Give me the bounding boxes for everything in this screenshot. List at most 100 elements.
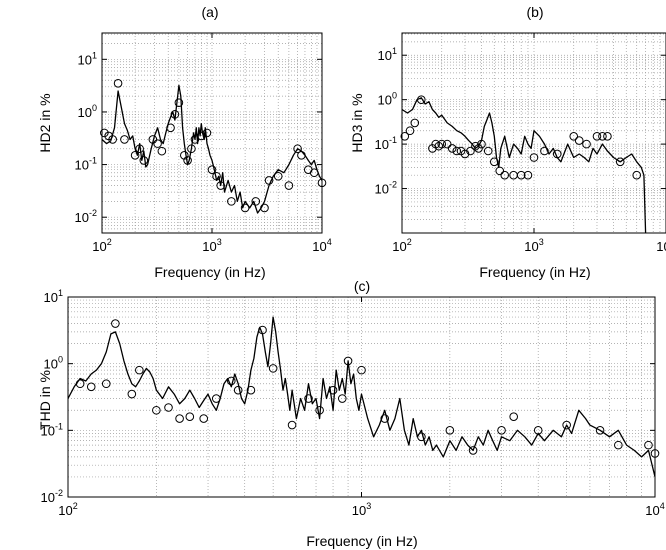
data-point-marker [343, 356, 353, 366]
data-point-marker [434, 141, 444, 151]
y-tick-label: 100 [44, 355, 63, 372]
data-point-marker [187, 144, 196, 154]
data-point-marker [227, 197, 236, 206]
data-point-marker [452, 146, 462, 156]
data-point-marker [603, 131, 612, 141]
data-point-marker [127, 389, 137, 399]
data-point-marker [170, 110, 180, 119]
data-point-marker [240, 203, 250, 213]
data-point-marker [509, 412, 518, 422]
data-point-marker [152, 405, 161, 415]
data-point-marker [111, 319, 120, 328]
data-point-marker [268, 364, 278, 373]
data-point-marker [523, 170, 533, 180]
data-point-marker [489, 157, 499, 167]
data-point-marker [284, 181, 294, 190]
panel-b-label: (b) [526, 4, 543, 20]
data-point-marker [529, 153, 539, 162]
data-point-marker [437, 139, 447, 149]
y-tick-label: 100 [378, 91, 397, 108]
y-tick-label: 100 [78, 103, 97, 120]
data-point-marker [614, 440, 623, 450]
panel-a-series-line [102, 84, 322, 214]
panel-a-ylabel: HD2 in % [37, 93, 53, 152]
data-point-marker [135, 365, 144, 375]
panel-b-series-line [402, 97, 647, 233]
data-point-marker [293, 144, 302, 154]
data-point-marker [304, 394, 313, 403]
data-point-marker [199, 414, 209, 423]
data-point-marker [309, 168, 319, 178]
data-point-marker [113, 79, 123, 88]
data-point-marker [157, 146, 167, 156]
data-point-marker [328, 385, 338, 395]
data-point-marker [500, 170, 510, 180]
data-point-marker [497, 426, 506, 435]
panel-c: (c) Frequency (in Hz) THD in % 102 103 104… [37, 278, 665, 549]
data-point-marker [120, 135, 129, 144]
panel-b-series-circles [400, 95, 642, 180]
data-point-marker [410, 118, 420, 128]
data-point-marker [166, 123, 175, 133]
data-point-marker [445, 426, 455, 435]
data-point-marker [574, 136, 584, 145]
data-point-marker [264, 176, 274, 185]
data-point-marker [226, 376, 236, 386]
data-point-marker [516, 170, 526, 180]
data-point-marker [483, 146, 493, 156]
data-point-marker [400, 131, 410, 141]
data-point-marker [130, 151, 140, 160]
x-tick-label: 104 [312, 237, 331, 254]
data-point-marker [251, 197, 261, 206]
data-point-marker [216, 181, 226, 190]
y-tick-label: 10-2 [375, 180, 397, 197]
data-point-marker [466, 146, 475, 156]
data-point-marker [207, 165, 217, 174]
data-point-marker [592, 131, 602, 141]
y-tick-label: 10-2 [75, 208, 97, 225]
panel-c-ylabel: THD in % [37, 370, 53, 430]
panel-a-label: (a) [201, 4, 218, 20]
data-point-marker [442, 139, 452, 149]
x-tick-label: 102 [58, 501, 77, 518]
data-point-marker [211, 394, 221, 403]
data-point-marker [598, 131, 607, 141]
y-tick-label: 101 [78, 50, 97, 67]
data-point-marker [495, 166, 505, 176]
x-tick-label: 102 [392, 237, 411, 254]
panel-a-grid [102, 33, 322, 233]
data-point-marker [260, 203, 269, 213]
data-point-marker [135, 144, 144, 154]
data-point-marker [417, 432, 426, 442]
data-point-marker [101, 379, 111, 389]
y-tick-label: 101 [44, 288, 63, 305]
panel-c-xlabel: Frequency (in Hz) [306, 533, 417, 549]
data-point-marker [202, 128, 212, 138]
y-tick-label: 10-1 [375, 135, 397, 152]
data-point-marker [468, 446, 478, 455]
x-tick-label: 103 [202, 237, 221, 254]
data-point-marker [474, 144, 483, 153]
panel-c-series-line [68, 316, 655, 478]
panel-a-xlabel: Frequency (in Hz) [154, 264, 265, 280]
data-point-marker [100, 128, 109, 138]
panel-c-label: (c) [354, 278, 370, 294]
data-point-marker [380, 414, 390, 423]
panel-b-xlabel: Frequency (in Hz) [479, 264, 590, 280]
data-point-marker [595, 426, 605, 435]
data-point-marker [569, 131, 579, 141]
y-tick-label: 10-1 [75, 156, 97, 173]
data-point-marker [428, 144, 437, 153]
data-point-marker [175, 414, 184, 423]
y-tick-label: 10-1 [41, 421, 63, 438]
panel-b-ylabel: HD3 in % [349, 93, 365, 152]
data-point-marker [183, 156, 192, 165]
data-point-marker [246, 385, 256, 395]
data-point-marker [315, 405, 324, 415]
data-point-marker [405, 126, 415, 136]
data-point-marker [185, 412, 195, 422]
x-tick-label: 103 [352, 501, 371, 518]
data-point-marker [632, 170, 642, 180]
data-point-marker [75, 379, 85, 389]
